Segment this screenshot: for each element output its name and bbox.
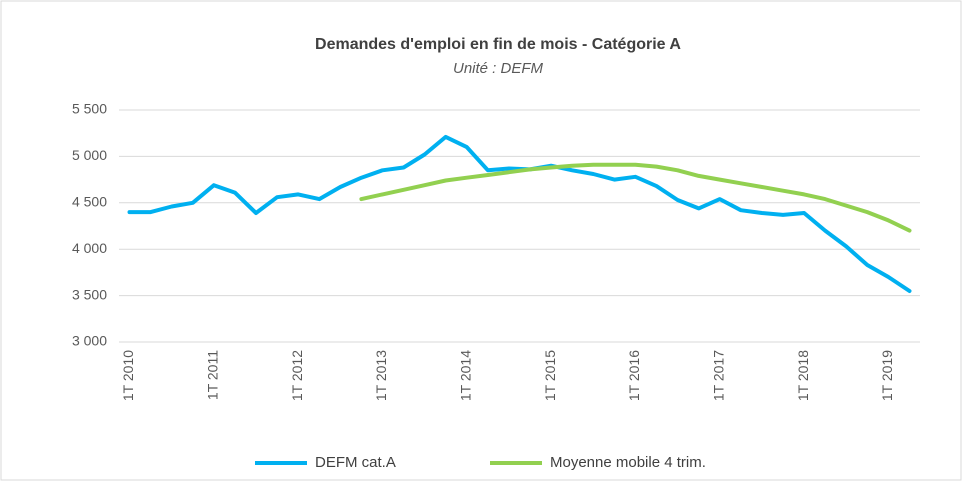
legend-label: Moyenne mobile 4 trim.	[550, 454, 706, 471]
x-tick-label: 1T 2010	[120, 350, 136, 401]
chart-title: Demandes d'emploi en fin de mois - Catég…	[315, 36, 681, 53]
y-tick-label: 5 500	[72, 101, 107, 117]
x-tick-label: 1T 2016	[626, 350, 642, 401]
series-line	[359, 162, 912, 233]
x-tick-label: 1T 2013	[373, 350, 389, 401]
y-tick-label: 3 000	[72, 333, 107, 349]
y-tick-label: 4 500	[72, 194, 107, 210]
x-tick-label: 1T 2019	[879, 350, 895, 401]
chart-subtitle: Unité : DEFM	[453, 60, 544, 77]
x-tick-label: 1T 2012	[289, 350, 305, 401]
y-tick-label: 4 000	[72, 240, 107, 256]
x-tick-label: 1T 2011	[205, 350, 221, 400]
x-tick-label: 1T 2015	[542, 350, 558, 401]
legend-label: DEFM cat.A	[315, 454, 396, 471]
x-tick-label: 1T 2014	[458, 350, 474, 401]
x-tick-label: 1T 2018	[795, 350, 811, 401]
y-tick-label: 3 500	[72, 286, 107, 302]
x-tick-label: 1T 2017	[710, 350, 726, 401]
y-tick-label: 5 000	[72, 147, 107, 163]
